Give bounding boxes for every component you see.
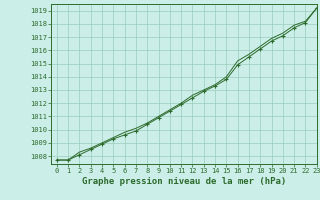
- X-axis label: Graphe pression niveau de la mer (hPa): Graphe pression niveau de la mer (hPa): [82, 177, 286, 186]
